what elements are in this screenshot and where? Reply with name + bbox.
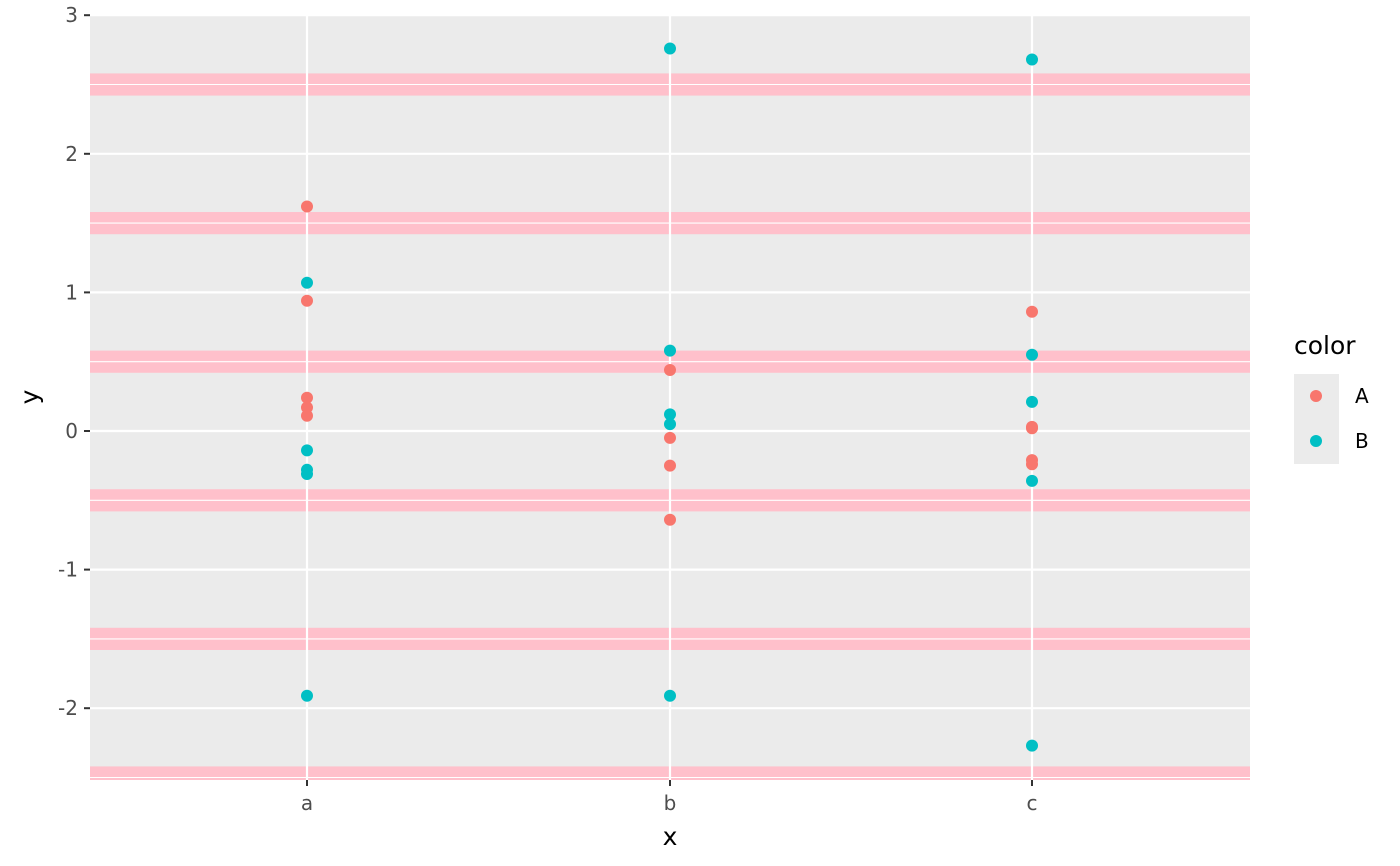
data-point-a — [301, 391, 313, 404]
data-point-b — [664, 408, 676, 421]
y-tick-label: -1 — [58, 558, 78, 582]
legend-key-background — [1294, 374, 1339, 464]
legend-label-a: A — [1355, 384, 1369, 408]
axes: -2 -1 0 1 2 3 a b c — [58, 3, 1037, 815]
y-tick-label: -2 — [58, 696, 78, 720]
data-point-a — [301, 294, 313, 307]
data-point-b — [1026, 53, 1038, 66]
grid-lines — [90, 14, 1250, 780]
x-tick-label: a — [301, 791, 313, 815]
y-tick-label: 2 — [65, 142, 78, 166]
legend: color AB — [1294, 331, 1369, 464]
data-point-a — [664, 364, 676, 377]
y-tick-label: 1 — [65, 280, 78, 304]
data-point-a — [1026, 305, 1038, 318]
x-tick-label: c — [1027, 791, 1038, 815]
data-point-b — [664, 42, 676, 55]
data-point-a — [664, 513, 676, 526]
data-point-a — [301, 401, 313, 414]
data-point-b — [301, 276, 313, 289]
data-point-b — [301, 444, 313, 457]
data-point-a — [301, 200, 313, 213]
data-point-b — [664, 344, 676, 357]
data-point-b — [1026, 395, 1038, 408]
x-tick-label: b — [664, 791, 677, 815]
data-point-a — [664, 459, 676, 472]
data-points — [301, 42, 1038, 752]
data-point-b — [664, 689, 676, 702]
data-point-a — [664, 431, 676, 444]
y-tick-label: 0 — [65, 419, 78, 443]
data-point-b — [1026, 348, 1038, 361]
data-point-b — [664, 418, 676, 431]
legend-key-b — [1310, 435, 1322, 447]
y-tick-label: 3 — [65, 3, 78, 27]
data-point-b — [1026, 739, 1038, 752]
data-point-b — [301, 467, 313, 480]
x-axis-title: x — [663, 822, 678, 851]
y-axis-title: y — [15, 389, 44, 404]
data-point-b — [1026, 474, 1038, 487]
legend-label-b: B — [1355, 429, 1369, 453]
data-point-a — [1026, 458, 1038, 471]
legend-key-a — [1310, 390, 1322, 402]
data-point-a — [301, 409, 313, 422]
legend-title: color — [1294, 331, 1356, 360]
data-point-b — [301, 689, 313, 702]
data-point-a — [1026, 422, 1038, 435]
